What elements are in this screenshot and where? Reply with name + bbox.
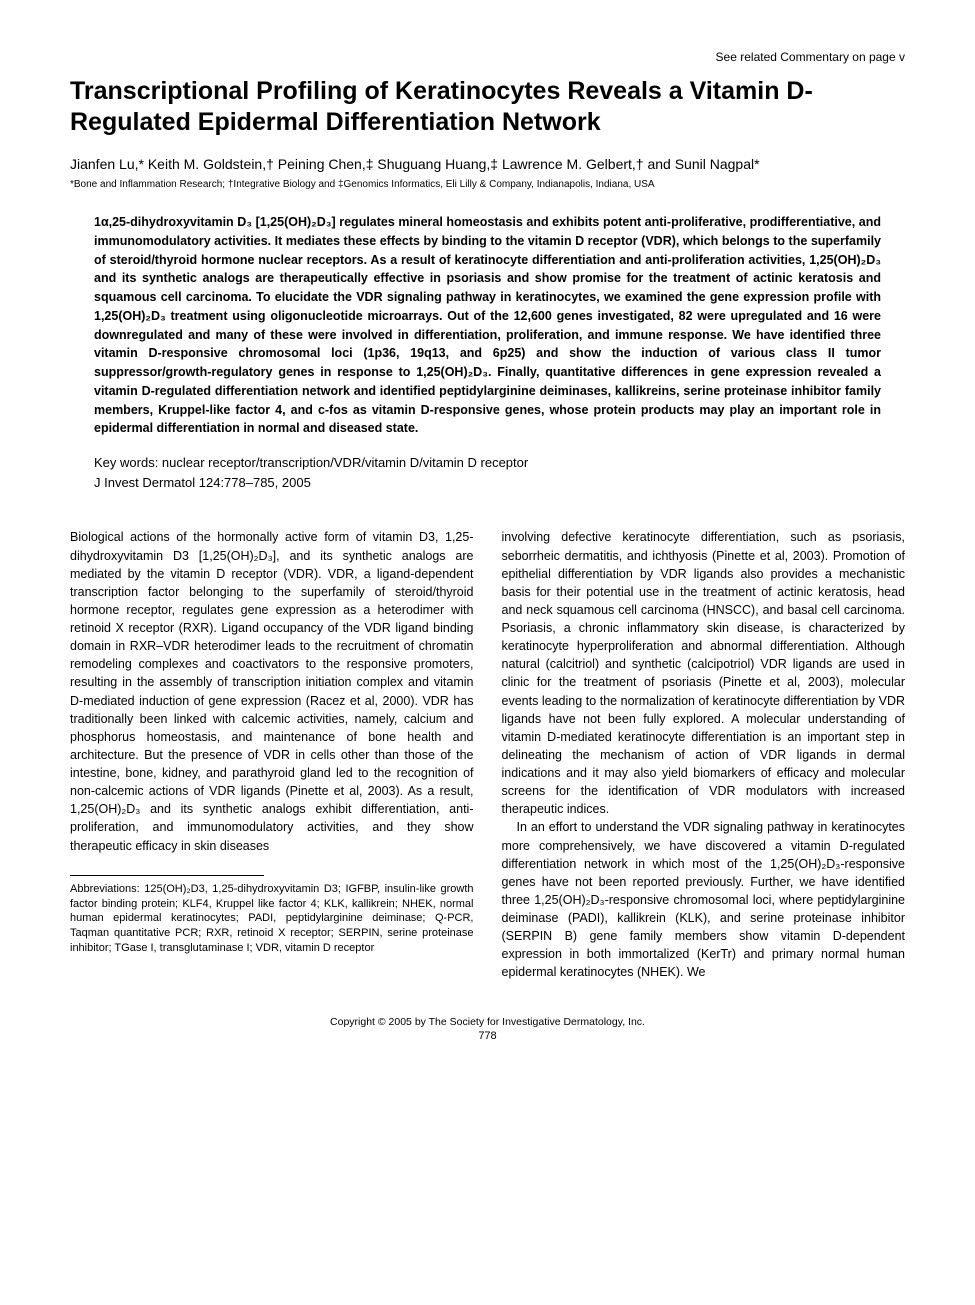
- abstract: 1α,25-dihydroxyvitamin D₃ [1,25(OH)₂D₃] …: [70, 213, 905, 438]
- body-paragraph: In an effort to understand the VDR signa…: [502, 818, 906, 981]
- author-list: Jianfen Lu,* Keith M. Goldstein,† Peinin…: [70, 155, 905, 175]
- affiliations: *Bone and Inflammation Research; †Integr…: [70, 178, 905, 191]
- right-column: involving defective keratinocyte differe…: [502, 528, 906, 981]
- body-paragraph: involving defective keratinocyte differe…: [502, 528, 906, 818]
- journal-citation: J Invest Dermatol 124:778–785, 2005: [70, 474, 905, 492]
- keywords: Key words: nuclear receptor/transcriptio…: [70, 454, 905, 472]
- body-paragraph: Biological actions of the hormonally act…: [70, 528, 474, 854]
- body-text: Biological actions of the hormonally act…: [70, 528, 905, 981]
- abbrev-divider: [70, 875, 264, 876]
- commentary-link: See related Commentary on page v: [70, 50, 905, 64]
- abbreviations: Abbreviations: 125(OH)₂D3, 1,25-dihydrox…: [70, 882, 474, 956]
- page-number: 778: [70, 1030, 905, 1042]
- article-title: Transcriptional Profiling of Keratinocyt…: [70, 76, 905, 139]
- left-column: Biological actions of the hormonally act…: [70, 528, 474, 981]
- copyright-footer: Copyright © 2005 by The Society for Inve…: [70, 1016, 905, 1028]
